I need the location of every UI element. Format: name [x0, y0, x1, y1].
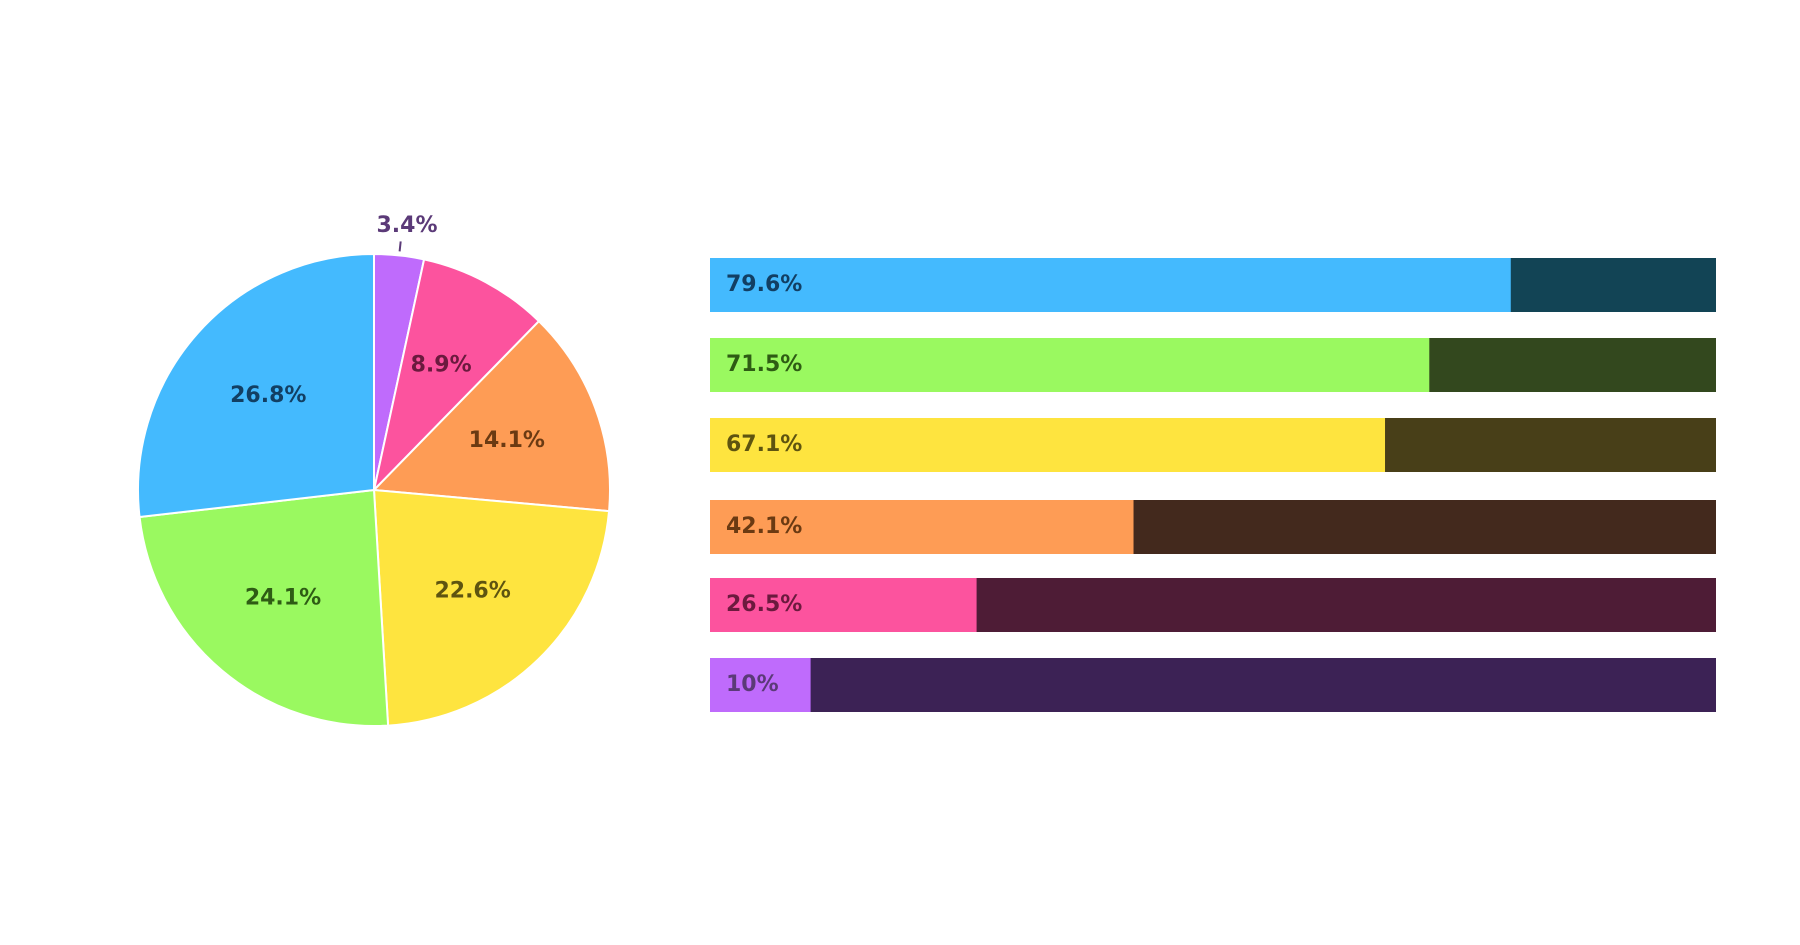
pie-slice-3	[372, 488, 611, 727]
pie-slice-label-5: 26.8%	[230, 383, 306, 408]
pie-slice-label-2: 14.1%	[469, 428, 545, 453]
pie-chart: 3.4% 8.9% 14.1% 22.6% 24.1% 26.8%	[137, 213, 611, 727]
bar-fill-5	[710, 658, 811, 712]
pie-slice-4	[138, 488, 390, 727]
bar-fill-1	[710, 338, 1430, 392]
bar-label-0: 79.6%	[726, 272, 802, 297]
pie-slice-label-3: 22.6%	[434, 579, 510, 604]
bar-track-5	[710, 658, 1716, 712]
pie-label-leader-0	[398, 241, 402, 252]
bar-label-4: 26.5%	[726, 592, 802, 617]
bar-fill-0	[710, 258, 1511, 312]
bar-label-5: 10%	[726, 672, 779, 697]
bar-label-3: 42.1%	[726, 514, 802, 539]
bar-chart: 79.6% 71.5% 67.1% 42.1% 26.5% 10%	[710, 258, 1716, 712]
pie-slice-5	[137, 252, 375, 519]
pie-slice-label-0: 3.4%	[376, 213, 437, 238]
pie-slice-2	[371, 319, 611, 513]
bar-fill-2	[710, 418, 1386, 472]
bar-label-2: 67.1%	[726, 432, 802, 457]
pie-slice-label-1: 8.9%	[411, 352, 472, 377]
pie-slice-label-4: 24.1%	[245, 585, 321, 610]
bar-fill-3	[710, 500, 1134, 554]
bar-label-1: 71.5%	[726, 352, 802, 377]
pie-slice-1	[372, 258, 541, 494]
bar-fill-4	[710, 578, 977, 632]
